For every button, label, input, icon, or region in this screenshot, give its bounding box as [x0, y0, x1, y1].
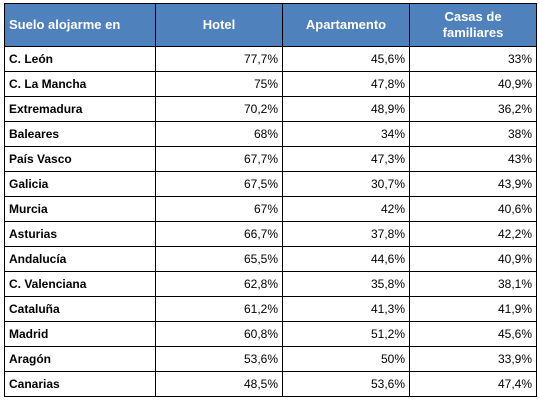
hotel-cell: 67,5%: [155, 171, 283, 197]
region-cell: Cataluña: [4, 296, 156, 322]
region-cell: Andalucía: [4, 246, 156, 272]
region-cell: C. La Mancha: [4, 71, 156, 97]
table-row: Aragón 53,6% 50% 33,9%: [4, 346, 537, 372]
region-cell: Murcia: [4, 196, 156, 222]
hotel-cell: 70,2%: [155, 96, 283, 122]
table-row: Murcia 67% 42% 40,6%: [4, 196, 537, 222]
hotel-cell: 60,8%: [155, 321, 283, 347]
apartment-cell: 50%: [282, 346, 410, 372]
hotel-cell: 75%: [155, 71, 283, 97]
table-row: Baleares 68% 34% 38%: [4, 121, 537, 147]
apartment-cell: 48,9%: [282, 96, 410, 122]
header-hotel: Hotel: [155, 3, 283, 47]
header-family: Casas de familiares: [409, 3, 537, 47]
table-row: C. La Mancha 75% 47,8% 40,9%: [4, 71, 537, 97]
hotel-cell: 48,5%: [155, 371, 283, 397]
table-row: C. León 77,7% 45,6% 33%: [4, 46, 537, 72]
apartment-cell: 51,2%: [282, 321, 410, 347]
hotel-cell: 53,6%: [155, 346, 283, 372]
table-row: Andalucía 65,5% 44,6% 40,9%: [4, 246, 537, 272]
family-cell: 40,9%: [409, 246, 537, 272]
apartment-cell: 30,7%: [282, 171, 410, 197]
family-cell: 42,2%: [409, 221, 537, 247]
region-cell: Aragón: [4, 346, 156, 372]
apartment-cell: 45,6%: [282, 46, 410, 72]
apartment-cell: 47,3%: [282, 146, 410, 172]
family-cell: 38,1%: [409, 271, 537, 297]
family-cell: 40,6%: [409, 196, 537, 222]
table-row: Galicia 67,5% 30,7% 43,9%: [4, 171, 537, 197]
apartment-cell: 53,6%: [282, 371, 410, 397]
table-container: Suelo alojarme en Hotel Apartamento Casa…: [4, 3, 537, 397]
region-cell: Galicia: [4, 171, 156, 197]
family-cell: 43,9%: [409, 171, 537, 197]
apartment-cell: 47,8%: [282, 71, 410, 97]
region-cell: Canarias: [4, 371, 156, 397]
hotel-cell: 66,7%: [155, 221, 283, 247]
table-row: País Vasco 67,7% 47,3% 43%: [4, 146, 537, 172]
family-cell: 38%: [409, 121, 537, 147]
hotel-cell: 61,2%: [155, 296, 283, 322]
hotel-cell: 67%: [155, 196, 283, 222]
hotel-cell: 62,8%: [155, 271, 283, 297]
region-cell: C. Valenciana: [4, 271, 156, 297]
table-row: Madrid 60,8% 51,2% 45,6%: [4, 321, 537, 347]
header-apartment: Apartamento: [282, 3, 410, 47]
family-cell: 33%: [409, 46, 537, 72]
table-row: C. Valenciana 62,8% 35,8% 38,1%: [4, 271, 537, 297]
family-cell: 41,9%: [409, 296, 537, 322]
header-region: Suelo alojarme en: [4, 3, 156, 47]
family-cell: 43%: [409, 146, 537, 172]
table-row: Cataluña 61,2% 41,3% 41,9%: [4, 296, 537, 322]
hotel-cell: 65,5%: [155, 246, 283, 272]
apartment-cell: 37,8%: [282, 221, 410, 247]
table-body: C. León 77,7% 45,6% 33% C. La Mancha 75% 47,8%…: [4, 46, 537, 397]
region-cell: Asturias: [4, 221, 156, 247]
table-row: Canarias 48,5% 53,6% 47,4%: [4, 371, 537, 397]
hotel-cell: 68%: [155, 121, 283, 147]
family-cell: 47,4%: [409, 371, 537, 397]
family-cell: 33,9%: [409, 346, 537, 372]
family-cell: 36,2%: [409, 96, 537, 122]
hotel-cell: 67,7%: [155, 146, 283, 172]
region-cell: Baleares: [4, 121, 156, 147]
apartment-cell: 35,8%: [282, 271, 410, 297]
apartment-cell: 44,6%: [282, 246, 410, 272]
hotel-cell: 77,7%: [155, 46, 283, 72]
region-cell: Madrid: [4, 321, 156, 347]
table-row: Asturias 66,7% 37,8% 42,2%: [4, 221, 537, 247]
family-cell: 40,9%: [409, 71, 537, 97]
apartment-cell: 42%: [282, 196, 410, 222]
table-row: Extremadura 70,2% 48,9% 36,2%: [4, 96, 537, 122]
apartment-cell: 41,3%: [282, 296, 410, 322]
family-cell: 45,6%: [409, 321, 537, 347]
accommodation-table: Suelo alojarme en Hotel Apartamento Casa…: [4, 3, 537, 397]
region-cell: País Vasco: [4, 146, 156, 172]
region-cell: C. León: [4, 46, 156, 72]
region-cell: Extremadura: [4, 96, 156, 122]
table-header: Suelo alojarme en Hotel Apartamento Casa…: [4, 3, 537, 47]
header-row: Suelo alojarme en Hotel Apartamento Casa…: [4, 3, 537, 47]
apartment-cell: 34%: [282, 121, 410, 147]
